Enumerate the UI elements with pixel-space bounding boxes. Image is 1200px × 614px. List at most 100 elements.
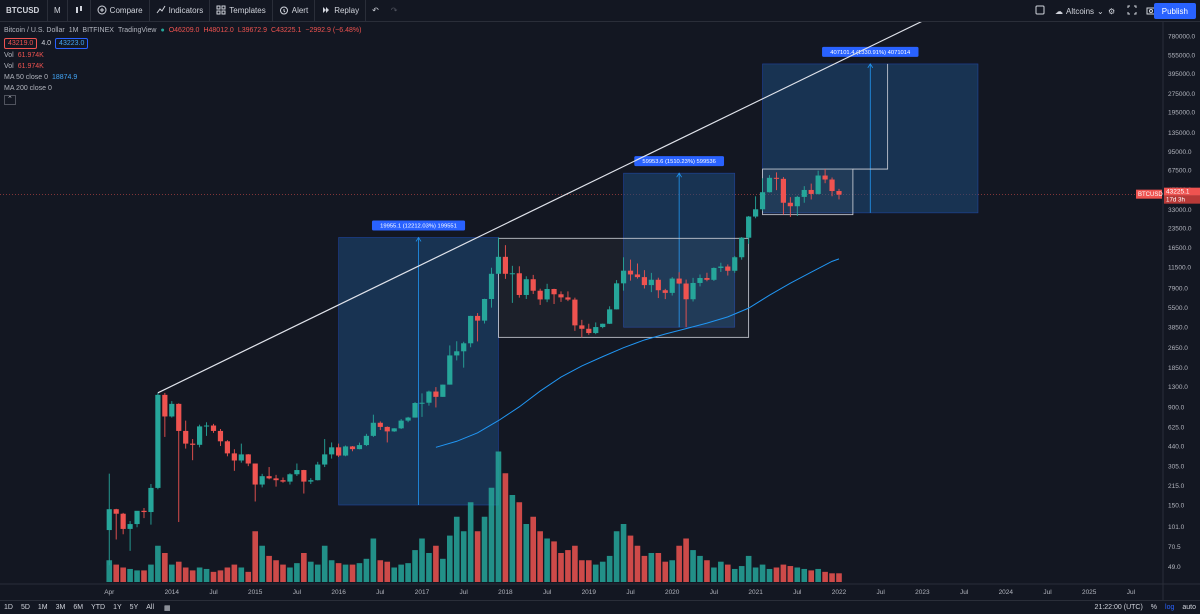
ma200-label: MA 200 close 0 xyxy=(4,85,52,92)
candle-body xyxy=(266,476,272,479)
candle-body xyxy=(280,480,286,482)
candle-body xyxy=(120,513,126,529)
range-5y[interactable]: 5Y xyxy=(129,604,139,611)
volume-bar xyxy=(328,560,335,582)
settings-button[interactable]: ⚙ xyxy=(1108,0,1115,22)
candle-body xyxy=(342,446,349,456)
candle-body xyxy=(607,309,613,324)
candle-body xyxy=(447,355,453,385)
price-range-measure-1-label-bg xyxy=(371,220,466,231)
price-axis-label: 555000.0 xyxy=(1168,52,1195,59)
range-1m[interactable]: 1M xyxy=(37,604,48,611)
range-6m[interactable]: 6M xyxy=(73,604,84,611)
volume-bar xyxy=(259,545,265,582)
candle-body xyxy=(558,294,564,298)
redo-button[interactable]: ↷ xyxy=(385,0,404,22)
volume-bar xyxy=(273,560,279,582)
candle-body xyxy=(245,454,251,464)
ma50-legend[interactable]: MA 50 close 0 18874.9 xyxy=(4,72,361,83)
price-axis-label: 5500.0 xyxy=(1168,305,1188,312)
volume-bar xyxy=(426,553,432,582)
price-axis-label: 780000.0 xyxy=(1168,34,1195,41)
time-axis-label: Jul xyxy=(460,589,469,596)
time-axis-label: 2015 xyxy=(248,589,263,596)
candle-body xyxy=(238,454,244,461)
sell-button[interactable]: 43219.0 xyxy=(4,37,38,49)
volume-bar xyxy=(301,553,307,582)
time-axis-label: 2014 xyxy=(165,589,180,596)
candle-body xyxy=(530,279,536,291)
price-axis-label: 70.5 xyxy=(1168,544,1181,551)
replay-button[interactable]: Replay xyxy=(315,0,367,22)
range-1d[interactable]: 1D xyxy=(4,604,13,611)
volume-bar xyxy=(745,555,752,582)
layout-button[interactable] xyxy=(1035,0,1045,22)
alert-button[interactable]: Alert xyxy=(273,0,316,22)
range-3m[interactable]: 3M xyxy=(55,604,66,611)
legend-change: −2992.9 (−6.48%) xyxy=(305,27,362,34)
templates-button[interactable]: Templates xyxy=(210,0,273,22)
auto-toggle[interactable]: auto xyxy=(1182,604,1196,611)
buy-button[interactable]: 43223.0 xyxy=(55,37,89,49)
candle-body xyxy=(787,202,793,207)
volume-bar xyxy=(586,560,592,582)
price-axis-label: 16500.0 xyxy=(1168,245,1192,252)
collapse-legend-button[interactable]: ⌃ xyxy=(4,94,361,105)
percent-toggle[interactable]: % xyxy=(1150,604,1158,611)
range-all[interactable]: All xyxy=(146,604,155,611)
interval-button[interactable]: M xyxy=(48,0,68,22)
ma200-legend[interactable]: MA 200 close 0 xyxy=(4,83,361,94)
candle-body xyxy=(662,290,668,293)
price-axis-label: 625.0 xyxy=(1168,424,1185,431)
volume-bar xyxy=(815,568,821,582)
fullscreen-button[interactable] xyxy=(1127,0,1137,22)
candle-body xyxy=(718,266,724,268)
candle-body xyxy=(155,394,161,488)
replay-icon xyxy=(321,5,331,17)
symbol-label: BTCUSD xyxy=(6,6,40,15)
candle-body xyxy=(259,476,265,485)
symbol-search[interactable]: BTCUSD xyxy=(0,0,48,22)
candle-body xyxy=(551,288,557,295)
watchlist-selector[interactable]: ☁ Altcoins ⌄ xyxy=(1055,0,1104,22)
candle-body xyxy=(405,417,411,421)
calendar-icon[interactable]: ▦ xyxy=(164,604,171,612)
countdown-label: 17d 3h xyxy=(1166,197,1185,204)
range-5d[interactable]: 5D xyxy=(20,604,30,611)
volume-bar xyxy=(516,502,523,582)
candle-body xyxy=(127,524,133,529)
indicators-button[interactable]: Indicators xyxy=(150,0,211,22)
candle-body xyxy=(836,191,842,195)
volume-bar xyxy=(822,571,828,582)
range-1y[interactable]: 1Y xyxy=(113,604,122,611)
compare-button[interactable]: Compare xyxy=(91,0,150,22)
candle-body xyxy=(329,447,335,455)
candle-body xyxy=(801,189,807,197)
volume-bar xyxy=(620,524,627,582)
candle-body xyxy=(502,256,508,274)
candle-body xyxy=(773,177,780,179)
legend-low: L39672.9 xyxy=(237,27,268,34)
volume-legend-2[interactable]: Vol 61.974K xyxy=(4,61,361,72)
volume-bar xyxy=(801,568,808,582)
candle-body xyxy=(203,425,210,427)
ma50-value: 18874.9 xyxy=(51,74,78,81)
volume-legend-1[interactable]: Vol 61.974K xyxy=(4,50,361,61)
price-axis-label: 305.0 xyxy=(1168,464,1185,471)
volume-bar xyxy=(634,545,641,582)
time-axis-label: Jul xyxy=(1043,589,1052,596)
countdown-label-bg xyxy=(1164,195,1200,204)
chart-style-button[interactable] xyxy=(68,0,91,22)
log-toggle[interactable]: log xyxy=(1165,604,1175,611)
publish-button[interactable]: Publish xyxy=(1153,3,1196,19)
volume-bar xyxy=(592,564,599,582)
volume-bar xyxy=(780,564,787,582)
clock-time[interactable]: 21:22:00 (UTC) xyxy=(1094,604,1143,611)
candle-body xyxy=(627,270,634,275)
volume-bar xyxy=(509,495,516,582)
undo-button[interactable]: ↶ xyxy=(366,0,385,22)
candle-body xyxy=(711,267,717,280)
range-ytd[interactable]: YTD xyxy=(91,604,106,611)
volume-bar xyxy=(252,531,258,582)
